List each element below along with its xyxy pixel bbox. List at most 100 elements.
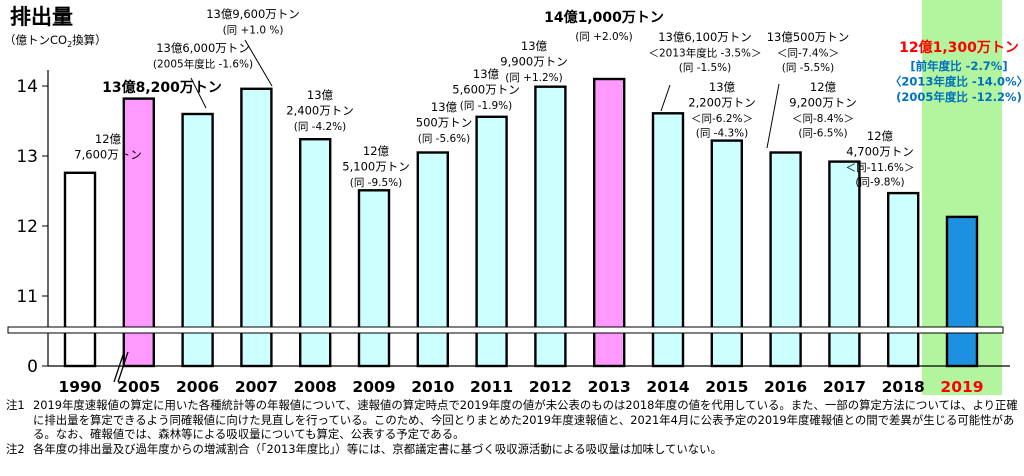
bar-2013 (593, 77, 626, 368)
y-tick-label: 11 (16, 287, 38, 307)
y-tick-label: 13 (16, 147, 38, 167)
y-axis-unit: （億トンCO2換算） (4, 33, 107, 49)
data-label-2005: 13億8,200万トン (102, 79, 222, 96)
x-tick-label: 2010 (411, 378, 454, 396)
footnote-label: 注2 (6, 441, 25, 456)
axis-break (7, 326, 1004, 383)
bar-2005 (122, 97, 156, 368)
data-label-line: ＜同-11.6%＞ (846, 162, 915, 174)
bar-2017 (828, 160, 861, 368)
data-label-line: [前年度比 -2.7%] (910, 59, 1007, 73)
y-axis-title-text: 排出量 (10, 5, 73, 29)
data-label-2010: 13億 500万トン (同 -5.6%) (416, 100, 472, 145)
footnote-label: 注1 (6, 398, 25, 412)
data-label-line: 13億 (473, 67, 500, 81)
data-label-line: (同 -5.6%) (418, 133, 471, 145)
emissions-bar-chart: 排出量 （億トンCO2換算） 0 11 12 13 14 1990 2005 2006 200… (4, 0, 1024, 396)
data-label-2014: 13億6,100万トン ＜2013年度比 -3.5%＞ (同 -1.5%) (648, 30, 762, 112)
data-label-line: 13億9,600万トン (206, 7, 300, 21)
data-label-2019: 12億1,300万トン [前年度比 -2.7%] 〈2013年度比 -14.0%〉(… (890, 39, 1024, 104)
data-label-line: 9,200万トン (789, 96, 856, 110)
footnotes: 注1 2019年度速報値の算定に用いた各種統計等の年報値について、速報値の算定時… (6, 398, 1022, 456)
data-label-line: (同 -9.5%) (350, 177, 403, 189)
data-label-line: 9,900万トン (500, 55, 567, 69)
y-tick-label: 14 (16, 77, 38, 97)
x-tick-label: 2019 (940, 378, 983, 396)
footnote-2: 注2 各年度の排出量及び過年度からの増減割合（「2013年度比」）等には、京都議… (6, 442, 1022, 457)
break-band (7, 326, 1004, 334)
data-label-2013: 14億1,000万トン (同 +2.0%) (544, 9, 664, 43)
bar-2007 (240, 87, 273, 368)
data-label-line: 13億 (521, 39, 548, 53)
data-label-line: 12億 (867, 129, 894, 143)
x-tick-label: 2013 (588, 378, 631, 396)
bar-2014 (651, 112, 685, 368)
data-label-line: ＜同-8.4%＞ (792, 113, 854, 125)
data-label-line: (同 -1.9%) (460, 100, 513, 112)
data-label-line: 12億1,300万トン (899, 39, 1019, 56)
data-label-line: 14億1,000万トン (544, 9, 664, 26)
data-label-line: (同 -4.3%) (696, 128, 749, 140)
data-label-line: (同 +2.0%) (575, 31, 633, 43)
x-tick-label: 2018 (882, 378, 925, 396)
x-tick-label: 1990 (58, 378, 101, 396)
bar-2006 (181, 112, 214, 368)
bar-2016 (769, 151, 802, 368)
data-label-line: 〈2013年度比 -14.0%〉 (890, 75, 1024, 89)
data-labels: 12億 7,600万トン 13億8,200万トン 13億6,000万トン (2005年度… (74, 7, 1024, 189)
x-tick-label: 2006 (176, 378, 219, 396)
bar-1990 (63, 171, 97, 368)
data-label-line: 5,100万トン (342, 160, 409, 174)
data-label-line: 12億 (810, 80, 837, 94)
data-label-line: 13億 (709, 80, 736, 94)
data-label-line: (同-6.5%) (798, 128, 847, 140)
x-tick-label: 2016 (764, 378, 807, 396)
data-label-line: ＜同-6.2%＞ (691, 113, 753, 125)
data-label-line: 13億 (307, 88, 334, 102)
footnote-text: 2019年度速報値の算定に用いた各種統計等の年報値について、速報値の算定時点で2… (33, 398, 1018, 442)
data-label-line: 13億8,200万トン (102, 79, 222, 96)
y-axis-title: 排出量 （億トンCO2換算） (4, 5, 107, 49)
data-label-2016: 13億500万トン ＜同-7.4%＞ (同 -5.5%) (766, 30, 850, 149)
x-tick-label: 2017 (823, 378, 866, 396)
x-tick-label: 2014 (646, 378, 689, 396)
data-label-line: 7,600万トン (74, 148, 141, 162)
data-label-line: 5,600万トン (452, 83, 519, 97)
footnote-text: 各年度の排出量及び過年度からの増減割合（「2013年度比」）等には、京都議定書に… (33, 441, 722, 456)
y-tick-label: 0 (27, 357, 38, 377)
footnote-1: 注1 2019年度速報値の算定に用いた各種統計等の年報値について、速報値の算定時… (6, 398, 1022, 442)
bar-2012 (534, 85, 567, 368)
bar-2011 (475, 115, 508, 368)
data-label-2017: 12億 9,200万トン ＜同-8.4%＞ (同-6.5%) (789, 80, 856, 140)
x-tick-label: 2011 (470, 378, 513, 396)
data-label-line: 13億500万トン (767, 30, 850, 44)
data-label-line: (同 -5.5%) (782, 62, 835, 74)
data-label-2012: 13億 9,900万トン (同 +1.2%) (500, 39, 567, 84)
data-label-2009: 12億 5,100万トン (同 -9.5%) (342, 144, 409, 189)
x-tick-label: 2008 (294, 378, 337, 396)
data-label-2011: 13億 5,600万トン (同 -1.9%) (452, 67, 519, 112)
data-label-1990: 12億 7,600万トン (74, 132, 141, 162)
x-tick-label: 2015 (705, 378, 748, 396)
data-label-line: 13億6,000万トン (156, 41, 250, 55)
data-label-line: 2,200万トン (688, 96, 755, 110)
data-label-line: 12億 (363, 144, 390, 158)
x-tick-label: 2007 (235, 378, 278, 396)
data-label-2015: 13億 2,200万トン ＜同-6.2%＞ (同 -4.3%) (688, 80, 755, 140)
data-label-line: 13億 (431, 100, 458, 114)
data-label-2018: 12億 4,700万トン ＜同-11.6%＞ (同-9.8%) (846, 129, 915, 189)
data-label-line: ＜同-7.4%＞ (777, 48, 839, 60)
data-label-2008: 13億 2,400万トン (同 -4.2%) (286, 88, 353, 133)
data-label-line: (2005年度比 -12.2%) (896, 90, 1022, 104)
data-label-line: (同 +1.0 %) (223, 25, 284, 37)
x-tick-labels: 1990 2005 2006 2007 2008 2009 2010 2011 2012 2013… (58, 378, 983, 396)
data-label-line: (同 -1.5%) (679, 62, 732, 74)
data-label-line: 12億 (95, 132, 122, 146)
bar-2010 (416, 151, 449, 368)
data-label-line: (同 +1.2%) (505, 72, 563, 84)
data-label-line: (同-9.8%) (855, 177, 904, 189)
x-tick-label: 2009 (352, 378, 395, 396)
data-label-line: 500万トン (416, 116, 472, 130)
data-label-line: 2,400万トン (286, 104, 353, 118)
bar-2009 (357, 189, 391, 368)
